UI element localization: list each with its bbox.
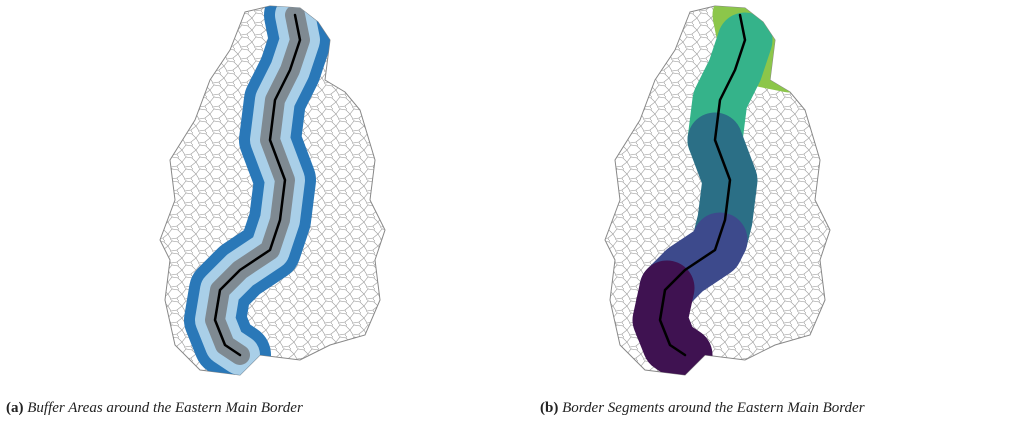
caption-text: Buffer Areas around the Eastern Main Bor…: [27, 400, 303, 416]
caption-a: (a) Buffer Areas around the Eastern Main…: [6, 400, 303, 417]
page: (a) Buffer Areas around the Eastern Main…: [0, 0, 1026, 443]
caption-b: (b) Border Segments around the Eastern M…: [540, 400, 865, 417]
figure-maps: [0, 0, 1026, 395]
map-a: [160, 6, 385, 375]
caption-text: Border Segments around the Eastern Main …: [562, 400, 864, 416]
caption-label: (b): [540, 400, 558, 416]
map-b: [605, 6, 830, 375]
caption-label: (a): [6, 400, 24, 416]
